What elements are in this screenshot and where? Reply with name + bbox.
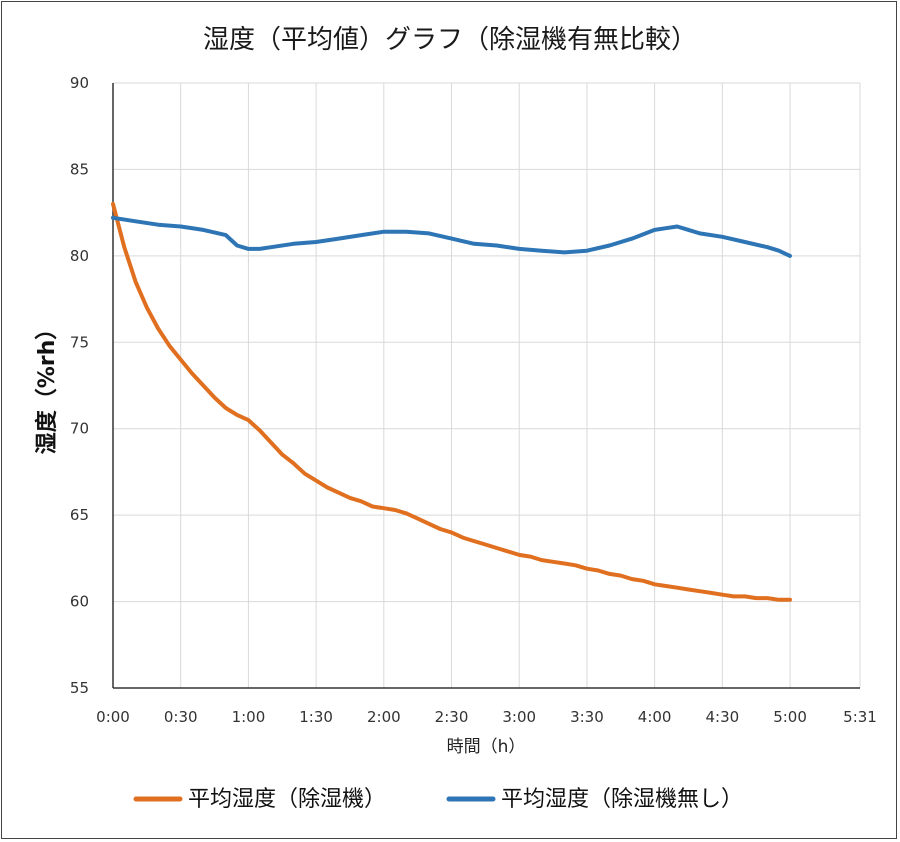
- x-tick-label: 4:30: [705, 708, 739, 726]
- x-tick-label: 0:30: [164, 708, 198, 726]
- y-tick-label: 85: [70, 160, 89, 178]
- legend-label: 平均湿度（除湿機）: [188, 787, 386, 812]
- y-tick-label: 90: [70, 74, 89, 92]
- x-tick-label: 3:00: [502, 708, 536, 726]
- y-tick-label: 60: [70, 593, 89, 611]
- x-tick-label: 0:00: [96, 708, 130, 726]
- series-line-dehumidifier: [111, 202, 792, 602]
- x-tick-label: 1:30: [299, 708, 333, 726]
- x-tick-label: 5:31: [843, 708, 877, 726]
- x-axis-title: 時間（h）: [447, 737, 526, 757]
- y-axis-title: 湿度（%rh）: [34, 318, 60, 455]
- x-tick-label: 5:00: [773, 708, 807, 726]
- x-tick-label: 2:30: [435, 708, 469, 726]
- x-tick-label: 2:00: [367, 708, 401, 726]
- x-tick-label: 4:00: [638, 708, 672, 726]
- y-tick-label: 65: [70, 506, 89, 524]
- grid: [113, 82, 861, 688]
- y-tick-label: 80: [70, 247, 89, 265]
- legend: 平均湿度（除湿機） 平均湿度（除湿機無し）: [133, 787, 743, 812]
- axes: [112, 83, 860, 689]
- x-tick-label: 1:00: [232, 708, 266, 726]
- y-tick-label: 75: [70, 333, 89, 351]
- series-lines: [111, 202, 792, 602]
- y-tick-labels: 55 60 65 70 75 80 85 90: [70, 74, 89, 697]
- x-tick-labels: 0:00 0:30 1:00 1:30 2:00 2:30 3:00 3:30 4:00 4:30…: [96, 708, 877, 726]
- chart-title: 湿度（平均値）グラフ（除湿機有無比較）: [203, 25, 697, 55]
- y-tick-label: 70: [70, 420, 89, 438]
- legend-label: 平均湿度（除湿機無し）: [501, 787, 743, 812]
- x-tick-label: 3:30: [570, 708, 604, 726]
- series-line-no-dehumidifier: [111, 215, 792, 258]
- y-tick-label: 55: [70, 679, 89, 697]
